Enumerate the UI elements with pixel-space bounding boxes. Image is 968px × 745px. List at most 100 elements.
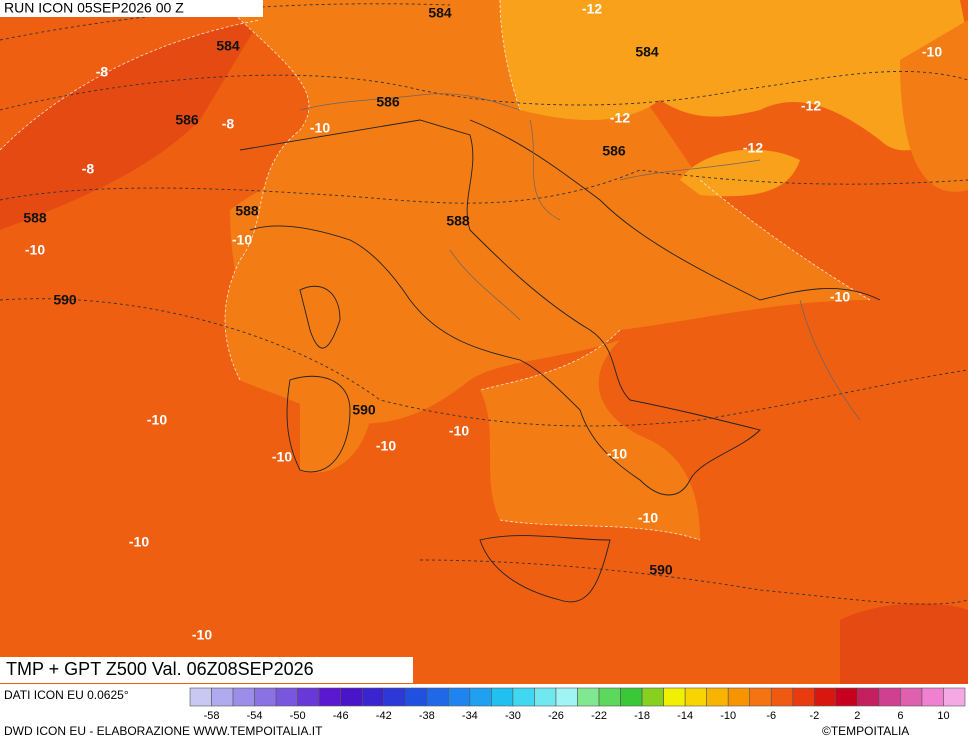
colorbar-box — [383, 687, 406, 707]
colorbar-label: -6 — [766, 710, 776, 722]
contour-label: 590 — [352, 402, 376, 418]
colorbar-box — [469, 687, 492, 707]
field-light — [500, 0, 968, 151]
contour-label: 584 — [428, 5, 452, 21]
colorbar-box — [275, 687, 298, 707]
colorbar-box — [404, 687, 428, 707]
colorbar-label: 6 — [897, 710, 903, 722]
colorbar-box — [534, 687, 557, 707]
field-mid-2 — [230, 140, 500, 360]
contour-label: -10 — [272, 449, 292, 465]
contour-label: -10 — [922, 44, 942, 60]
contour-label: 590 — [649, 562, 673, 578]
colorbar-label: -14 — [677, 710, 693, 722]
colorbar-box — [792, 687, 815, 707]
colorbar-box — [684, 687, 707, 707]
contour-label: -8 — [96, 64, 109, 80]
field-dark — [0, 20, 260, 230]
colorbar-label: -18 — [634, 710, 650, 722]
coastline — [239, 119, 881, 603]
field-mid-4 — [900, 20, 968, 192]
contour-label: -10 — [830, 289, 850, 305]
contour-label: -10 — [449, 423, 469, 439]
colorbar-label: -22 — [591, 710, 607, 722]
contour-label: 586 — [376, 94, 400, 110]
colorbar-box — [835, 687, 858, 707]
colorbar-label: -54 — [247, 710, 263, 722]
colorbar-box — [857, 687, 880, 707]
colorbar-box — [512, 687, 535, 707]
contour-label: 584 — [216, 38, 240, 54]
colorbar-label: -58 — [204, 710, 220, 722]
contour-label: -10 — [192, 627, 212, 643]
colorbar-box — [706, 687, 729, 707]
contour-label: -10 — [232, 232, 252, 248]
contour-label: -8 — [82, 161, 95, 177]
colorbar-box — [232, 687, 255, 707]
header-box — [0, 0, 263, 17]
contour-label: -12 — [743, 140, 763, 156]
colorbar-label: -38 — [419, 710, 435, 722]
contour-label: -10 — [147, 412, 167, 428]
field-dark-2 — [840, 603, 968, 684]
colorbar-box — [426, 687, 449, 707]
geopotential-line — [0, 3, 968, 605]
field-mid — [220, 0, 870, 540]
field-light-2 — [680, 149, 800, 197]
colorbar-box — [555, 687, 578, 707]
colorbar-box — [878, 687, 901, 707]
colorbar: -58 -54 -50 -46 -42 -38 -34 -30 -26 -22 -18 -14 -10-… — [189, 687, 966, 722]
contour-label: -8 — [222, 116, 235, 132]
contour-label: 584 — [635, 44, 659, 60]
contour-label: -10 — [638, 510, 658, 526]
credits: DWD ICON EU - ELABORAZIONE WWW.TEMPOITAL… — [4, 724, 323, 738]
colorbar-label: -30 — [505, 710, 521, 722]
colorbar-label: -10 — [720, 710, 736, 722]
colorbar-box — [770, 687, 794, 707]
colorbar-box — [211, 687, 234, 707]
colorbar-box — [340, 687, 363, 707]
colorbar-box — [641, 687, 664, 707]
colorbar-box — [189, 687, 212, 707]
colorbar-label: 10 — [937, 710, 949, 722]
product-box — [0, 657, 413, 683]
colorbar-label: -2 — [809, 710, 819, 722]
colorbar-box — [727, 687, 751, 707]
contour-label: -10 — [376, 438, 396, 454]
copyright: ©TEMPOITALIA — [822, 724, 909, 738]
map: 584 -12 584 -8 584 -10 586 -8 -10 586 -1… — [0, 0, 968, 684]
contour-label: -10 — [129, 534, 149, 550]
colorbar-box — [749, 687, 772, 707]
header-title: RUN ICON 05SEP2026 00 Z — [4, 0, 184, 16]
product-title: TMP + GPT Z500 Val. 06Z08SEP2026 — [6, 659, 314, 679]
colorbar-box — [921, 687, 944, 707]
colorbar-box — [598, 687, 621, 707]
colorbar-box — [491, 687, 514, 707]
contour-label: -10 — [25, 242, 45, 258]
colorbar-box — [943, 687, 966, 707]
field-mid-3 — [300, 389, 370, 473]
colorbar-box — [448, 687, 471, 707]
colorbar-label: -34 — [462, 710, 478, 722]
contour-label: -12 — [801, 98, 821, 114]
contour-label: 588 — [446, 213, 470, 229]
colorbar-label: -42 — [376, 710, 392, 722]
colorbar-box — [577, 687, 600, 707]
contour-labels: 584 -12 584 -8 584 -10 586 -8 -10 586 -1… — [23, 1, 942, 643]
colorbar-box — [814, 687, 837, 707]
colorbar-box — [254, 687, 277, 707]
colorbar-box — [297, 687, 320, 707]
contour-label: 588 — [235, 203, 259, 219]
contour-label: -10 — [607, 446, 627, 462]
contour-label: 586 — [175, 112, 199, 128]
contour-label: -12 — [582, 1, 602, 17]
colorbar-label: -26 — [548, 710, 564, 722]
colorbar-box — [318, 687, 341, 707]
contour-label: -12 — [610, 110, 630, 126]
contour-label: 590 — [53, 292, 77, 308]
colorbar-box — [663, 687, 686, 707]
colorbar-box — [620, 687, 643, 707]
colorbar-label: 2 — [854, 710, 860, 722]
colorbar-box — [900, 687, 923, 707]
